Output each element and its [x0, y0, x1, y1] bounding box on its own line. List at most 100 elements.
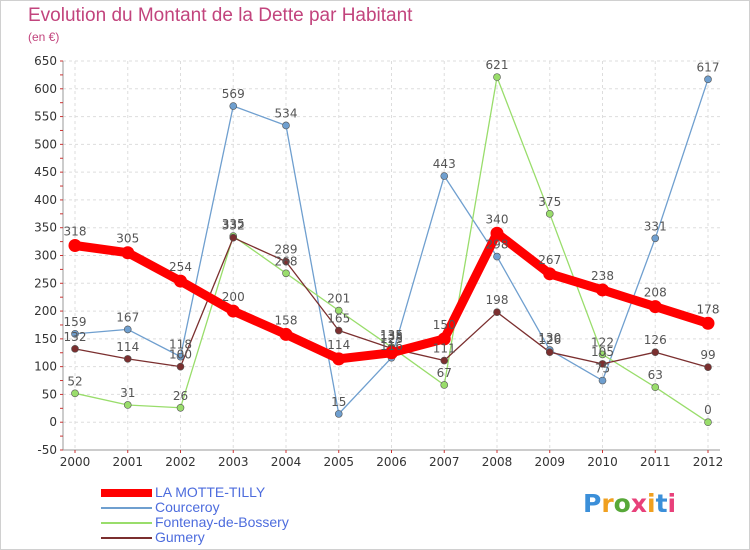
data-label: 126: [644, 333, 667, 347]
data-label: 298: [486, 238, 509, 252]
data-point: [543, 267, 557, 281]
data-label: 132: [64, 330, 87, 344]
logo-letter: o: [613, 489, 631, 518]
data-point: [704, 363, 712, 371]
y-tick-label: 0: [49, 415, 57, 429]
data-label: 100: [169, 348, 192, 362]
data-point: [596, 283, 609, 297]
y-tick-label: 100: [34, 360, 57, 374]
data-point: [71, 389, 79, 398]
data-label: 375: [538, 195, 561, 209]
logo-letter: t: [655, 489, 668, 518]
x-tick-label: 2006: [376, 455, 407, 469]
data-point: [545, 348, 554, 356]
data-point: [71, 330, 79, 338]
data-label: 340: [486, 212, 509, 226]
x-tick-label: 2012: [693, 455, 724, 469]
y-tick-label: 300: [34, 249, 57, 263]
data-point: [279, 327, 293, 341]
x-axis-ticks: 2000 2001 2002 2003 2004 2005 2006 2007 2008 2009…: [60, 455, 724, 469]
logo-letter: i: [667, 489, 677, 518]
data-label: 111: [433, 342, 456, 356]
data-label: 15: [331, 395, 346, 409]
data-label: 75: [595, 362, 610, 376]
data-label: 268: [275, 254, 298, 268]
data-point: [651, 348, 660, 356]
y-tick-label: 50: [42, 387, 57, 401]
data-label: 178: [697, 302, 720, 316]
grid-lines: [63, 60, 720, 451]
chart-title: Evolution du Montant de la Dette par Hab…: [28, 5, 413, 26]
data-point: [71, 345, 79, 353]
x-tick-label: 2008: [482, 455, 513, 469]
y-tick-label: 350: [34, 221, 57, 235]
data-point: [229, 233, 238, 242]
data-point: [440, 381, 449, 389]
data-label: 125: [380, 332, 403, 346]
data-label: 201: [327, 292, 350, 306]
data-point: [123, 325, 132, 334]
data-point: [282, 257, 290, 266]
data-point: [121, 246, 135, 260]
data-label: 130: [538, 331, 561, 345]
x-tick-label: 2009: [534, 455, 565, 469]
data-point: [226, 304, 240, 318]
x-tick-label: 2003: [218, 455, 249, 469]
data-point: [334, 306, 343, 315]
data-label: 116: [380, 339, 403, 353]
data-point: [545, 210, 554, 218]
data-label: 208: [644, 286, 667, 300]
data-point: [282, 269, 290, 278]
data-label: 534: [275, 106, 298, 120]
data-point: [598, 376, 607, 385]
x-tick-label: 2005: [323, 455, 354, 469]
data-point: [704, 75, 712, 84]
data-label: 165: [327, 312, 350, 326]
x-tick-label: 2004: [271, 455, 302, 469]
data-point: [332, 352, 346, 366]
data-label: 122: [591, 335, 614, 349]
data-point: [493, 308, 501, 316]
legend-swatch: [101, 522, 152, 524]
y-tick-label: 200: [34, 304, 57, 318]
data-label: 200: [222, 290, 245, 304]
data-label: 569: [222, 87, 245, 101]
data-point: [437, 332, 451, 346]
data-point: [385, 346, 398, 360]
logo-letter: i: [647, 489, 656, 518]
legend-label: Courceroy: [155, 499, 220, 515]
data-point: [598, 350, 607, 359]
data-label: 238: [591, 269, 614, 283]
logo-letter: P: [583, 489, 602, 518]
data-point: [701, 316, 715, 330]
data-point: [651, 234, 660, 243]
data-label: 159: [64, 315, 87, 329]
data-label: 52: [67, 374, 82, 388]
legend-swatch: [101, 489, 152, 497]
data-label: 150: [433, 318, 456, 332]
data-label: 26: [173, 389, 188, 403]
data-point: [123, 355, 132, 363]
data-point: [123, 401, 132, 409]
x-tick-label: 2010: [587, 455, 618, 469]
data-label: 254: [169, 260, 192, 274]
data-label: 617: [697, 60, 720, 74]
legend-label: LA MOTTE-TILLY: [155, 484, 266, 500]
data-label: 99: [700, 348, 715, 362]
x-tick-label: 2000: [60, 455, 91, 469]
data-label: 198: [486, 293, 509, 307]
data-label: 63: [648, 368, 663, 382]
legend-label: Fontenay-de-Bossery: [155, 514, 289, 530]
y-tick-label: 250: [34, 276, 57, 290]
series-points: [68, 73, 715, 427]
x-tick-label: 2001: [112, 455, 143, 469]
data-label: 133: [380, 329, 403, 343]
legend-label: Gumery: [155, 529, 205, 545]
data-label: 331: [644, 219, 667, 233]
data-label: 114: [116, 340, 139, 354]
data-point: [651, 383, 660, 392]
data-label: 118: [169, 338, 192, 352]
data-label: 305: [116, 232, 139, 246]
